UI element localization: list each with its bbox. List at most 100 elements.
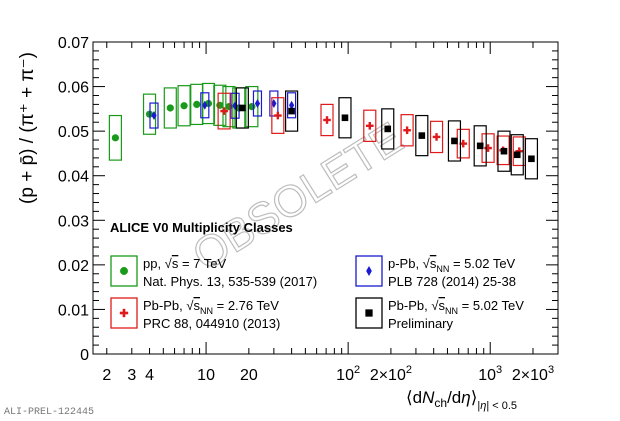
plot-frame [92,41,559,355]
data-point [500,147,508,155]
sys-box [287,92,297,119]
legend-reference: Preliminary [388,316,454,331]
data-point [166,104,174,112]
y-tick-label: 0.02 [58,258,89,275]
x-tick-label: 4 [145,367,154,384]
axes: 0 0.01 0.02 0.03 0.04 0.05 0.06 0.07 2 3 4 10 20 102 2… [58,35,559,384]
chart-title: ALICE V0 Multiplicity Classes [110,220,293,235]
y-tick-label: 0 [80,347,89,364]
series-3 [235,87,539,180]
data-point-v [435,133,438,141]
sys-box [235,87,249,129]
sys-box [338,97,352,139]
sys-box [524,138,539,180]
sys-box [149,102,159,129]
legend-reference: PRC 88, 044910 (2013) [143,316,280,331]
data-point-v [222,107,226,115]
data-point-v [405,126,409,135]
legend-box [110,297,138,329]
sys-box [429,120,444,154]
legend-box [355,297,383,329]
data-point [216,101,224,109]
data-point [341,114,349,122]
sys-box [320,103,334,137]
x-tick-label: 102 [336,364,360,384]
x-tick-label: 2×102 [370,364,412,384]
sys-box [177,85,191,127]
sys-box [497,130,511,172]
legend-label: p-Pb, √sNN = 5.02 TeV [388,256,516,274]
data-point [513,151,521,159]
legend-reference: PLB 728 (2014) 25-38 [388,274,516,289]
data-point-v [368,121,371,130]
sys-box [415,114,429,157]
legend-label: Pb-Pb, √sNN = 5.02 TeV [388,298,524,316]
y-tick-label: 0.04 [58,169,89,186]
x-tick-label: 20 [240,367,258,384]
data-point [180,102,188,110]
data-point [288,107,295,115]
legend-marker [365,309,373,317]
sys-box [271,97,285,134]
data-point [384,125,392,133]
data-point [451,137,458,145]
data-point [248,103,256,111]
legend-box [110,255,138,287]
sys-box [473,125,487,167]
sys-box [217,92,231,130]
y-axis-label: (p + p̄) / (π⁺ + π⁻) [17,52,38,204]
legend-marker-v [122,308,126,318]
legend-label: Pb-Pb, √sNN = 2.76 TeV [143,298,279,316]
sys-box [285,90,299,132]
sys-box [363,109,377,142]
x-tick-label: 2 [102,367,111,384]
legend-box [355,255,383,287]
sys-box [200,92,210,119]
data-point [271,99,277,109]
y-tick-label: 0.01 [58,302,89,319]
figure-id: ALI-PREL-122445 [4,407,94,418]
data-point [476,142,484,150]
legend-entry-0: pp, √s = 7 TeV Nat. Phys. 13, 535-539 (20… [110,255,317,289]
sys-box [269,90,279,117]
data-point [239,104,246,112]
sys-box [201,82,216,125]
sys-box [381,108,395,150]
data-point-v [276,111,280,120]
y-tick-label: 0.05 [58,124,89,141]
data-point [111,134,119,142]
legend-marker [366,266,372,276]
legend-label: pp, √s = 7 TeV [143,256,226,271]
data-point [528,155,535,163]
data-point-v [462,139,465,148]
svg-text:⟨dNch/dη⟩|η| < 0.5: ⟨dNch/dη⟩|η| < 0.5 [406,388,517,412]
data-point [418,132,426,139]
data-point [202,100,208,110]
sys-box [400,114,414,147]
y-tick-label: 0.07 [58,35,89,52]
y-tick-label: 0.03 [58,213,89,230]
data-point-v [325,116,329,124]
data-point [289,100,295,110]
data-layer [108,82,539,180]
legend: pp, √s = 7 TeV Nat. Phys. 13, 535-539 (20… [110,255,524,331]
sys-box [108,114,122,161]
x-tick-label: 10 [197,367,215,384]
sys-box [447,120,462,162]
sys-box [163,87,177,129]
x-tick-label: 2×103 [512,364,554,384]
legend-marker [120,267,128,275]
x-tick-label: 103 [478,364,502,384]
series-0 [108,82,259,161]
data-point [254,99,261,109]
data-point-v [518,147,521,155]
data-point [151,111,157,121]
y-tick-label: 0.06 [58,80,89,97]
sys-box [496,135,510,166]
data-point-v [486,144,490,152]
sys-box [510,134,524,176]
